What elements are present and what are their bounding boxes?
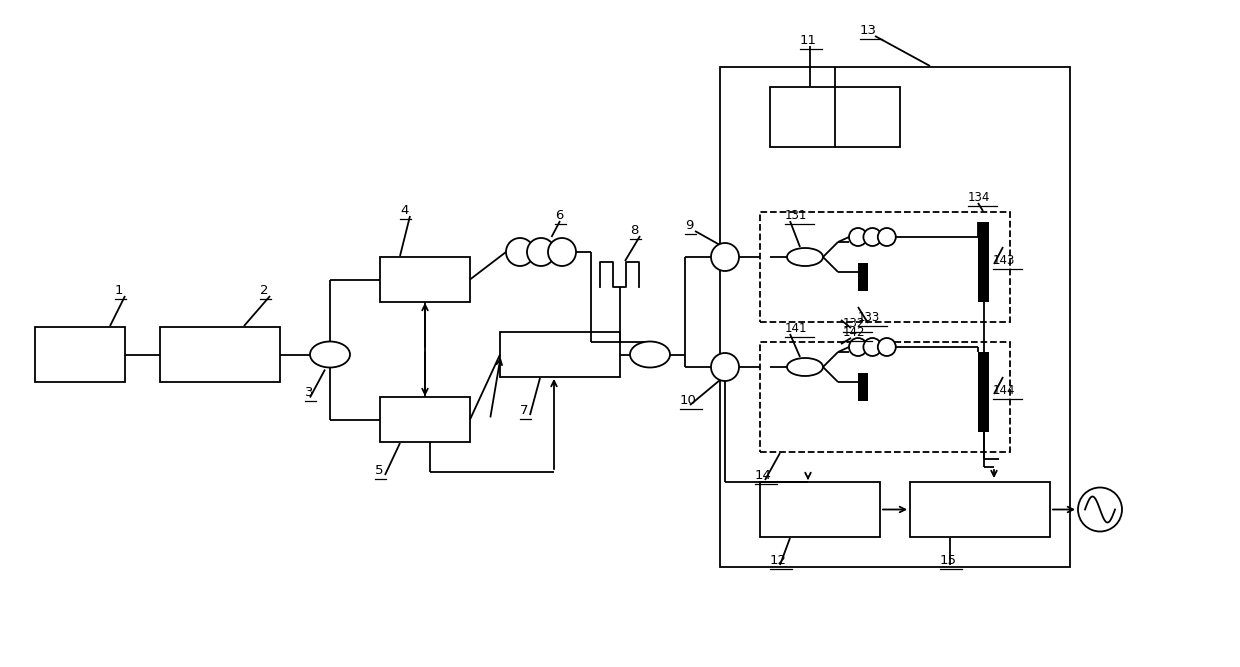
Ellipse shape: [787, 248, 823, 266]
Text: 133: 133: [858, 311, 880, 324]
Ellipse shape: [787, 358, 823, 376]
Ellipse shape: [711, 243, 739, 271]
Bar: [760, 212, 1011, 322]
Bar: [978, 222, 990, 302]
Bar: [379, 257, 470, 302]
Bar: [500, 332, 620, 377]
Circle shape: [849, 228, 867, 246]
Ellipse shape: [1078, 488, 1122, 532]
Text: 132: 132: [843, 317, 866, 330]
Circle shape: [506, 238, 534, 266]
Ellipse shape: [310, 342, 350, 368]
Text: 7: 7: [520, 404, 528, 417]
Text: 131: 131: [785, 209, 807, 222]
Text: 12: 12: [770, 554, 787, 567]
Text: 142: 142: [843, 326, 866, 339]
Text: 14: 14: [755, 469, 771, 482]
Text: 11: 11: [800, 34, 817, 47]
Bar: [760, 342, 1011, 452]
Bar: [858, 263, 868, 291]
Text: 134: 134: [968, 191, 991, 204]
Bar: [379, 397, 470, 442]
Bar: [720, 67, 1070, 567]
Circle shape: [863, 338, 882, 356]
Text: 15: 15: [940, 554, 957, 567]
Text: 3: 3: [305, 386, 314, 400]
Text: 10: 10: [680, 394, 697, 407]
Circle shape: [548, 238, 577, 266]
Circle shape: [849, 338, 867, 356]
Text: 144: 144: [993, 384, 1016, 397]
Bar: [858, 373, 868, 401]
Bar: [160, 327, 280, 382]
Text: 4: 4: [401, 204, 408, 217]
Bar: [770, 87, 900, 147]
Text: 141: 141: [785, 322, 807, 335]
Text: 9: 9: [684, 219, 693, 232]
Text: 8: 8: [630, 224, 639, 237]
Bar: [978, 352, 990, 432]
Bar: [910, 482, 1050, 537]
Text: 1: 1: [115, 284, 124, 297]
Text: 143: 143: [993, 254, 1016, 267]
Circle shape: [527, 238, 556, 266]
Circle shape: [863, 228, 882, 246]
Circle shape: [878, 338, 895, 356]
Bar: [35, 327, 125, 382]
Ellipse shape: [630, 342, 670, 368]
Text: 6: 6: [556, 209, 563, 222]
Text: 5: 5: [374, 464, 383, 477]
Ellipse shape: [711, 353, 739, 381]
Circle shape: [878, 228, 895, 246]
Text: 2: 2: [260, 284, 269, 297]
Bar: [760, 482, 880, 537]
Text: 13: 13: [861, 24, 877, 37]
